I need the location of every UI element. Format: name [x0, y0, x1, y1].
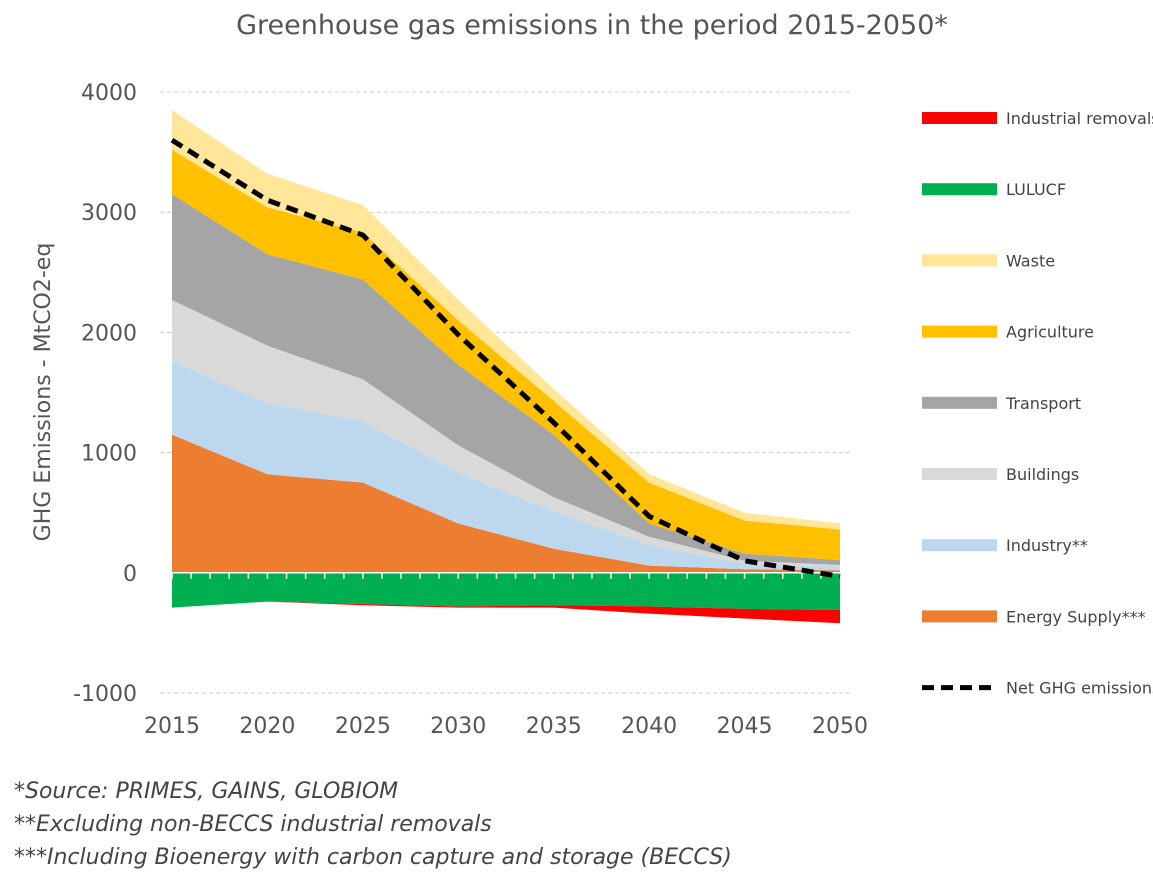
footnote: **Excluding non-BECCS industrial removal…	[14, 812, 492, 837]
legend-label: Transport	[1005, 394, 1081, 413]
x-axis	[171, 572, 841, 579]
legend-swatch	[922, 468, 997, 480]
net-ghg-emissions-line	[170, 137, 841, 579]
legend-label: Energy Supply***	[1006, 607, 1146, 626]
x-tick-label: 2050	[812, 714, 868, 739]
net-line-group	[170, 137, 841, 579]
y-axis-label: GHG Emissions - MtCO2-eq	[31, 243, 56, 542]
area-energy-supply	[172, 434, 840, 573]
footnote: ***Including Bioenergy with carbon captu…	[14, 845, 732, 870]
footnotes: *Source: PRIMES, GAINS, GLOBIOM **Excludi…	[14, 779, 732, 870]
y-tick-label: 4000	[81, 81, 137, 106]
x-tick-label: 2015	[144, 714, 200, 739]
legend-swatch	[922, 396, 997, 409]
legend-label: Waste	[1006, 251, 1055, 270]
area-industry	[172, 361, 840, 571]
footnote: *Source: PRIMES, GAINS, GLOBIOM	[14, 779, 398, 804]
legend-label: Industrial removals	[1006, 109, 1153, 128]
legend: Industrial removals LULUCF Waste Agricultur…	[922, 109, 1153, 698]
area-industrial-removals	[172, 601, 840, 624]
area-transport	[172, 194, 840, 565]
y-tick-label: 1000	[81, 442, 137, 467]
x-tick-label: 2045	[717, 714, 773, 739]
area-lulucf	[172, 572, 840, 611]
legend-swatch	[922, 325, 997, 338]
legend-label: Buildings	[1006, 465, 1079, 484]
area-agriculture	[172, 149, 840, 561]
area-waste	[172, 110, 840, 530]
x-tick-label: 2025	[335, 714, 391, 739]
legend-label: Industry**	[1006, 536, 1088, 555]
legend-swatch	[922, 610, 997, 623]
y-tick-label: 2000	[81, 321, 137, 346]
stacked-areas	[172, 110, 840, 624]
y-tick-label: 0	[123, 562, 137, 587]
legend-label: Agriculture	[1006, 323, 1094, 342]
x-tick-label: 2035	[526, 714, 582, 739]
legend-swatch	[922, 254, 997, 267]
y-axis-ticks: -1000 0 1000 2000 3000 4000	[73, 81, 137, 707]
legend-label: LULUCF	[1006, 180, 1066, 199]
x-axis-ticks: 2015 2020 2025 2030 2035 2040 2045 2050	[144, 714, 868, 739]
x-tick-label: 2040	[621, 714, 677, 739]
legend-swatch	[922, 112, 997, 124]
y-tick-label: -1000	[73, 682, 137, 707]
legend-swatch	[922, 183, 997, 196]
x-tick-label: 2020	[239, 714, 295, 739]
chart-title: Greenhouse gas emissions in the period 2…	[236, 10, 948, 41]
legend-label: Net GHG emissions	[1006, 679, 1153, 698]
y-tick-label: 3000	[81, 201, 137, 226]
legend-swatch	[922, 539, 997, 552]
x-tick-label: 2030	[430, 714, 486, 739]
